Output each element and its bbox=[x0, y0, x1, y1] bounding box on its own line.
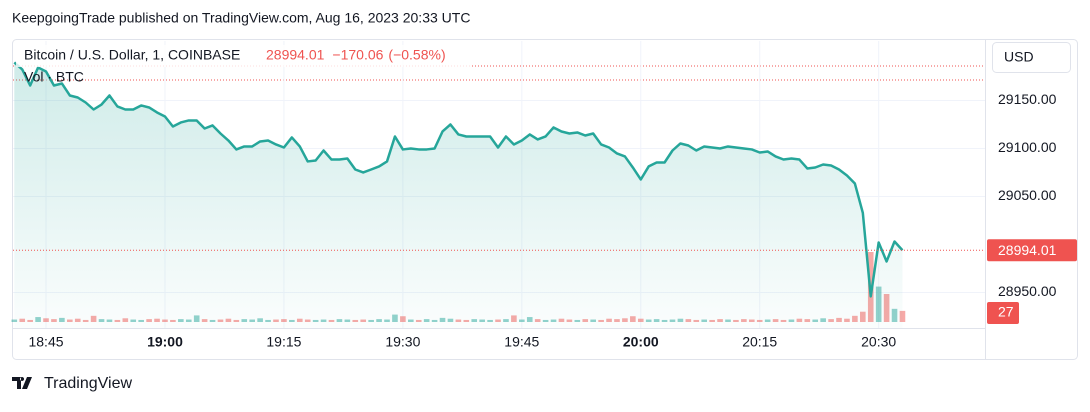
last-volume-label: 27 bbox=[998, 304, 1014, 320]
area bbox=[14, 62, 903, 329]
y-tick-label: 29100.00 bbox=[998, 139, 1057, 155]
currency-button[interactable] bbox=[992, 42, 1071, 73]
y-tick-label: 28950.00 bbox=[998, 283, 1057, 299]
last-volume-box bbox=[987, 302, 1019, 324]
price-line bbox=[13, 61, 904, 298]
brand: TradingView bbox=[44, 375, 132, 392]
x-tick-label: 18:45 bbox=[28, 334, 63, 350]
change-percent: (−0.58%) bbox=[388, 47, 445, 63]
x-tick-label: 20:30 bbox=[861, 334, 896, 350]
x-tick-label: 19:45 bbox=[504, 334, 539, 350]
logo-mark bbox=[12, 377, 32, 389]
y-tick-label: 29150.00 bbox=[998, 91, 1057, 107]
currency[interactable]: USD bbox=[1004, 49, 1034, 65]
plot bbox=[11, 61, 985, 329]
x-tick-label: 20:00 bbox=[623, 334, 659, 350]
axes: 28950.00 29050.00 29100.00 29150.00 18:45 19:… bbox=[28, 91, 1077, 350]
volume-label: Vol · BTC bbox=[24, 69, 84, 85]
legend-bg bbox=[16, 45, 471, 67]
symbol-title: Bitcoin / U.S. Dollar, 1, COINBASE bbox=[24, 47, 240, 63]
publisher-line: KeepgoingTrade published on TradingView.… bbox=[12, 10, 470, 26]
change: −170.06 bbox=[332, 47, 383, 63]
last-price-box bbox=[987, 239, 1077, 262]
chart-frame bbox=[12, 39, 1078, 360]
legend: Bitcoin / U.S. Dollar, 1, COINBASE 28994… bbox=[16, 45, 471, 85]
logo: TradingView bbox=[12, 375, 132, 392]
x-tick-label: 19:15 bbox=[266, 334, 301, 350]
x-tick-label: 19:00 bbox=[147, 334, 183, 350]
last-price: 28994.01 bbox=[266, 47, 325, 63]
x-tick-label: 19:30 bbox=[385, 334, 420, 350]
last-price-label: 28994.01 bbox=[998, 242, 1057, 258]
x-tick-label: 20:15 bbox=[742, 334, 777, 350]
y-tick-label: 29050.00 bbox=[998, 187, 1057, 203]
